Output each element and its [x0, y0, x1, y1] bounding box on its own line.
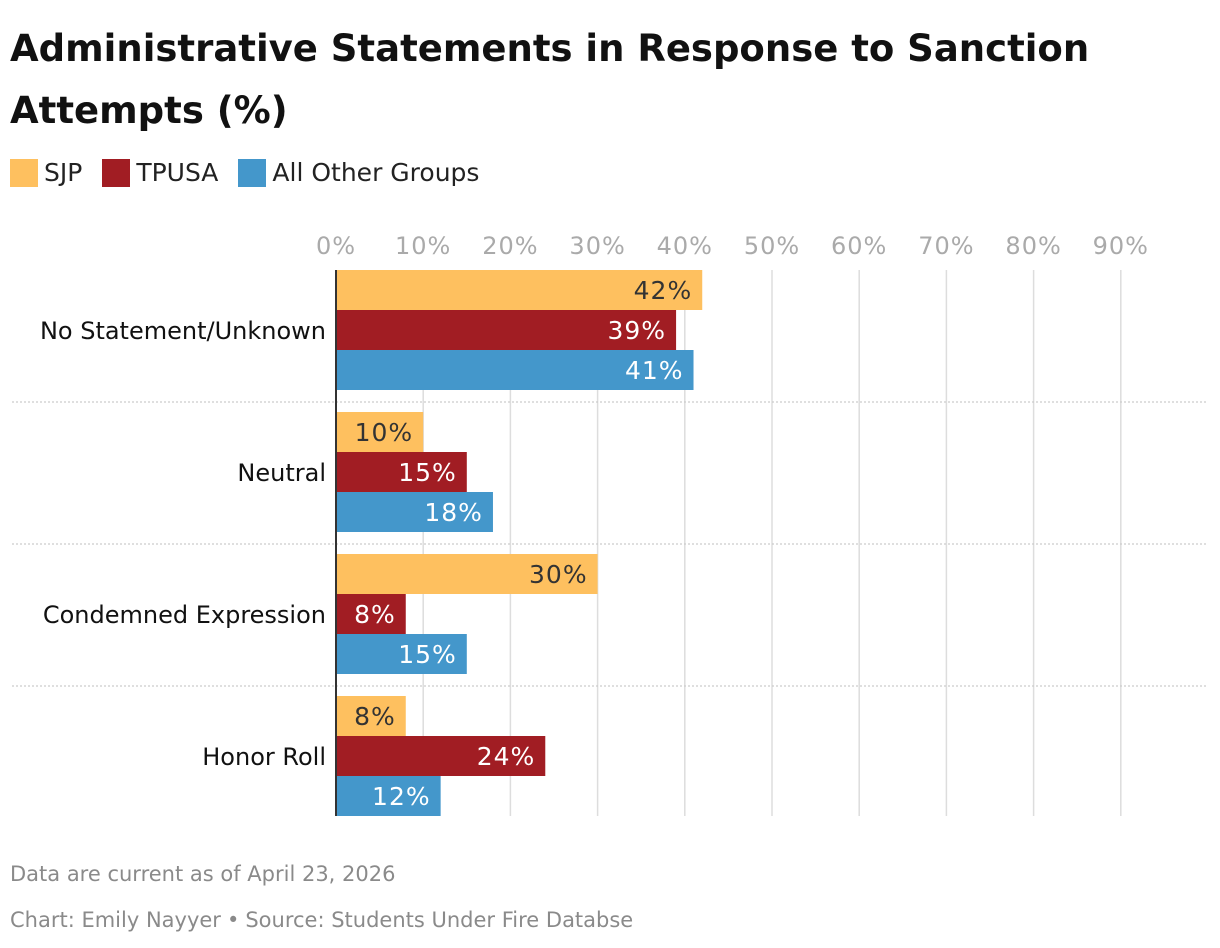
x-tick-label-30: 30% [569, 232, 625, 260]
bar-label-sjp-honor-roll: 8% [354, 702, 396, 731]
category-label-condemned-expression: Condemned Expression [43, 601, 326, 629]
bar-tpusa-neutral [336, 452, 467, 492]
bar-label-tpusa-no-statement-unknown: 39% [608, 316, 667, 345]
bar-tpusa-honor-roll [336, 736, 546, 776]
bar-sjp-condemned-expression [336, 554, 598, 594]
x-tick-label-90: 90% [1093, 232, 1149, 260]
bar-sjp-honor-roll [336, 696, 406, 736]
category-labels: No Statement/Unknown Neutral Condemned Exp… [40, 317, 326, 771]
bar-tpusa-condemned-expression [336, 594, 406, 634]
category-label-honor-roll: Honor Roll [202, 743, 326, 771]
bar-chart: 0% 10% 20% 30% 40% 50% 60% 70% 80% 90% 42% 39% 41% 1… [12, 232, 1208, 816]
legend-item-sjp: SJP [10, 158, 82, 187]
bar-all-other-groups-condemned-expression [336, 634, 467, 674]
bar-label-all-other-groups-condemned-expression: 15% [398, 640, 457, 669]
bar-all-other-groups-neutral [336, 492, 493, 532]
x-tick-label-50: 50% [744, 232, 800, 260]
legend: SJP TPUSA All Other Groups [10, 158, 499, 187]
bar-label-tpusa-honor-roll: 24% [477, 742, 536, 771]
x-tick-label-20: 20% [482, 232, 538, 260]
bar-all-other-groups-no-statement-unknown [336, 350, 694, 390]
credit-line: Chart: Emily Nayyer • Source: Students Und… [10, 908, 633, 932]
x-tick-label-40: 40% [657, 232, 713, 260]
bar-label-sjp-condemned-expression: 30% [529, 560, 588, 589]
bars: 42%39%41%10%15%18%30%8%15%8%24%12% [335, 270, 703, 816]
source-credit: Source: Students Under Fire Databse [245, 908, 634, 932]
bar-sjp-no-statement-unknown [336, 270, 703, 310]
bar-all-other-groups-honor-roll [336, 776, 441, 816]
legend-item-tpusa: TPUSA [102, 158, 218, 187]
legend-swatch-tpusa [102, 158, 131, 187]
category-label-neutral: Neutral [237, 459, 326, 487]
bar-label-all-other-groups-no-statement-unknown: 41% [625, 356, 684, 385]
legend-label-sjp: SJP [44, 158, 83, 187]
chart-title: Administrative Statements in Response to… [10, 27, 1090, 132]
x-tick-label-10: 10% [395, 232, 451, 260]
x-tick-label-0: 0% [316, 232, 356, 260]
bar-label-sjp-no-statement-unknown: 42% [634, 276, 693, 305]
legend-label-tpusa: TPUSA [136, 158, 219, 187]
legend-label-all-other-groups: All Other Groups [272, 158, 480, 187]
bar-label-sjp-neutral: 10% [355, 418, 414, 447]
data-note: Data are current as of April 23, 2026 [10, 862, 396, 886]
x-tick-label-70: 70% [918, 232, 974, 260]
bar-label-all-other-groups-honor-roll: 12% [372, 782, 431, 811]
legend-item-all-other-groups: All Other Groups [238, 158, 479, 187]
x-tick-label-60: 60% [831, 232, 887, 260]
chart-credit: Chart: Emily Nayyer [10, 908, 221, 932]
bar-tpusa-no-statement-unknown [336, 310, 677, 350]
x-tick-label-80: 80% [1005, 232, 1061, 260]
bar-label-all-other-groups-neutral: 18% [424, 498, 483, 527]
legend-swatch-all-other-groups [238, 158, 267, 187]
x-tick-labels: 0% 10% 20% 30% 40% 50% 60% 70% 80% 90% [316, 232, 1149, 260]
bar-label-tpusa-condemned-expression: 8% [354, 600, 396, 629]
bar-label-tpusa-neutral: 15% [398, 458, 457, 487]
legend-swatch-sjp [10, 158, 38, 187]
category-label-no-statement-unknown: No Statement/Unknown [40, 317, 326, 345]
separator-dot: • [226, 908, 240, 932]
bar-sjp-neutral [336, 412, 424, 452]
